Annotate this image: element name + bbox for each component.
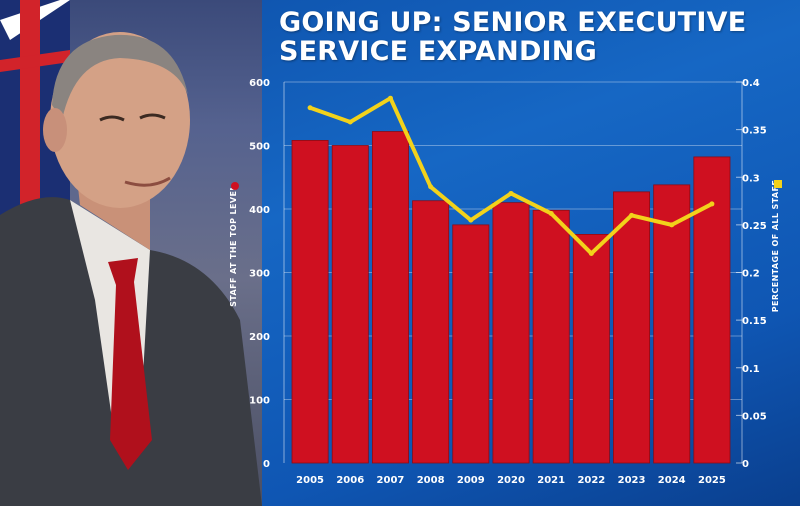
bar	[572, 233, 610, 464]
bar	[613, 191, 651, 464]
chart-title: GOING UP: SENIOR EXECUTIVE SERVICE EXPAN…	[279, 8, 799, 66]
x-tick-label: 2020	[497, 475, 525, 486]
line-legend-marker	[774, 180, 782, 188]
line-point	[588, 250, 594, 256]
right-tick-label: 0.3	[742, 173, 760, 184]
bar	[653, 184, 691, 464]
right-axis-label: PERCENTAGE OF ALL STAFF	[771, 180, 780, 313]
bar	[291, 140, 329, 464]
right-tick-label: 0	[742, 459, 749, 470]
line-point	[629, 212, 635, 218]
right-tick-label: 0.35	[742, 126, 767, 137]
bar	[371, 131, 409, 464]
necktie	[108, 258, 152, 470]
bar-series	[291, 131, 731, 464]
right-tick-label: 0.25	[742, 221, 767, 232]
line-point	[468, 217, 474, 223]
eye	[99, 115, 125, 122]
hair	[52, 34, 188, 121]
bar	[693, 156, 731, 464]
chart-title-line-1: GOING UP: SENIOR EXECUTIVE	[279, 7, 747, 38]
line-point	[669, 222, 675, 228]
chart-title-line-2: SERVICE EXPANDING	[279, 36, 597, 67]
bar	[412, 200, 450, 464]
line-point	[548, 210, 554, 216]
bar-legend-marker	[231, 182, 239, 190]
x-tick-label: 2005	[296, 475, 324, 486]
x-axis: 2005 2006 2007 2008 2009 2020 2021 2022 2023 2024…	[296, 475, 726, 486]
eye	[139, 113, 166, 120]
bar	[532, 209, 570, 464]
x-tick-label: 2006	[336, 475, 364, 486]
line-point	[387, 95, 393, 101]
right-tick-label: 0.1	[742, 364, 760, 375]
line-point	[508, 190, 514, 196]
right-tick-label: 0.4	[742, 78, 760, 89]
left-tick-label: 400	[249, 205, 270, 216]
right-tick-label: 0.05	[742, 411, 767, 422]
left-axis: 0 100 200 300 400 500 600	[249, 78, 285, 470]
bar	[492, 202, 530, 464]
left-tick-label: 500	[249, 142, 270, 153]
right-tick-label: 0.15	[742, 316, 767, 327]
line-point	[709, 201, 715, 207]
x-tick-label: 2009	[457, 475, 485, 486]
left-tick-label: 200	[249, 332, 270, 343]
photo-illustration	[0, 0, 262, 506]
x-tick-label: 2008	[417, 475, 445, 486]
right-tick-label: 0.2	[742, 269, 760, 280]
face	[50, 32, 190, 208]
x-tick-label: 2007	[377, 475, 405, 486]
x-tick-label: 2022	[577, 475, 605, 486]
left-tick-label: 300	[249, 269, 270, 280]
left-tick-label: 100	[249, 396, 270, 407]
left-tick-label: 600	[249, 78, 270, 89]
mouth	[124, 176, 171, 187]
x-tick-label: 2025	[698, 475, 726, 486]
flag-cross-horizontal	[0, 50, 70, 72]
politician-photo	[0, 0, 262, 506]
x-tick-label: 2023	[618, 475, 646, 486]
right-axis: 0 0.05 0.1 0.15 0.2 0.25 0.3 0.35 0.4	[736, 78, 767, 470]
ear	[43, 108, 67, 152]
line-point	[428, 184, 434, 190]
line-point	[307, 105, 313, 111]
left-axis-label: STAFF AT THE TOP LEVEL	[229, 185, 238, 307]
line-point	[347, 119, 353, 125]
line-series	[307, 95, 715, 256]
x-tick-label: 2021	[537, 475, 565, 486]
bar	[452, 224, 490, 464]
x-tick-label: 2024	[658, 475, 686, 486]
bar	[331, 145, 369, 464]
left-tick-label: 0	[263, 459, 270, 470]
